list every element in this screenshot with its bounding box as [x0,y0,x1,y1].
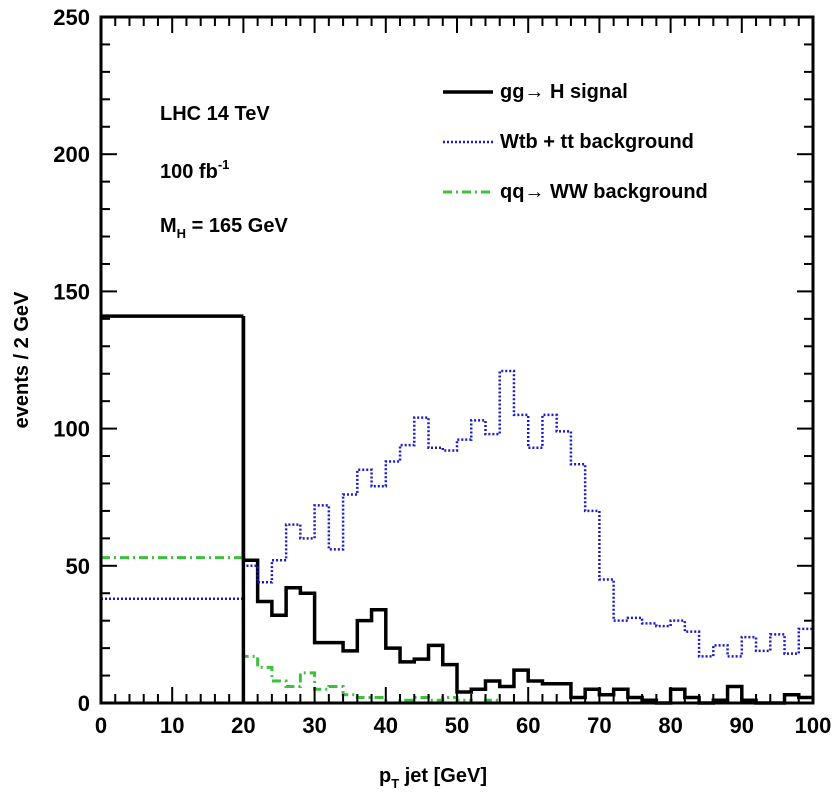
x-tick-label: 60 [516,713,540,738]
legend: gg→ H signal Wtb + tt background qq→ WW ba… [443,81,708,203]
legend-label: gg→ H signal [500,81,628,103]
y-tick-label: 50 [66,554,90,579]
x-tick-label: 90 [730,713,754,738]
x-tick-label: 100 [795,713,832,738]
x-tick-label: 80 [658,713,682,738]
series-0 [101,314,813,705]
x-tick-label: 40 [374,713,398,738]
x-tick-label: 70 [587,713,611,738]
x-tick-label: 30 [302,713,326,738]
annotation-higgs-mass: MH = 165 GeV [160,215,288,241]
y-tick-label: 100 [53,417,90,442]
series-1 [101,369,813,658]
legend-label: Wtb + tt background [500,131,694,153]
x-tick-label: 50 [445,713,469,738]
series-line [242,369,813,658]
annotation-luminosity: 100 fb-1 [160,157,229,183]
x-tick-label: 10 [160,713,184,738]
legend-label: qq→ WW background [500,181,708,203]
y-tick-label: 200 [53,142,90,167]
y-tick-label: 150 [53,279,90,304]
x-axis-title: pT jet [GeV] [379,765,487,791]
y-tick-label: 250 [53,5,90,30]
annotation-energy: LHC 14 TeV [160,103,270,125]
x-tick-label: 20 [231,713,255,738]
x-tick-label: 0 [95,713,107,738]
y-axis-title: events / 2 GeV [11,291,33,428]
y-tick-label: 0 [78,691,90,716]
